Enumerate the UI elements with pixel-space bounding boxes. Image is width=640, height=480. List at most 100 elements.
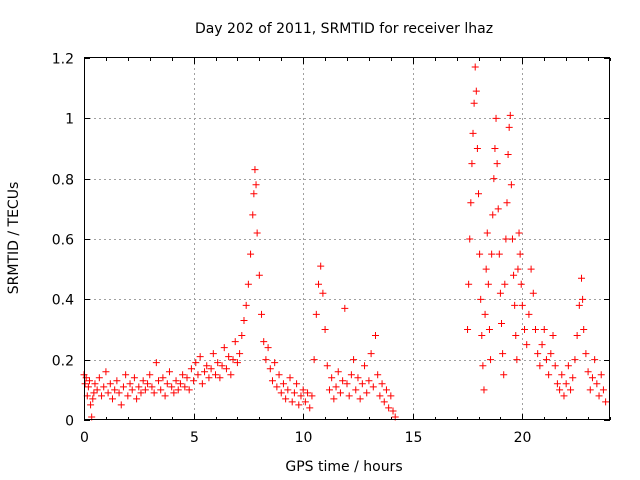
data-point	[205, 374, 213, 382]
data-point	[508, 235, 516, 243]
data-point	[477, 295, 485, 303]
data-point	[225, 353, 233, 361]
data-point	[93, 386, 101, 394]
data-point	[332, 383, 340, 391]
data-point	[293, 380, 301, 388]
data-point	[321, 326, 329, 333]
data-point	[95, 374, 103, 382]
data-point	[483, 229, 491, 237]
data-point	[304, 389, 312, 397]
data-point	[85, 377, 93, 385]
data-point	[108, 395, 116, 403]
data-point	[496, 289, 504, 297]
data-point	[315, 280, 323, 288]
data-point	[516, 250, 524, 258]
chart-title: Day 202 of 2011, SRMTID for receiver lha…	[195, 21, 493, 37]
data-point	[275, 371, 283, 379]
x-tick-label: 0	[80, 430, 89, 446]
plot-frame	[84, 57, 610, 420]
data-point	[201, 368, 209, 376]
data-point	[347, 371, 355, 379]
data-point	[378, 380, 386, 388]
data-point	[135, 383, 143, 391]
data-point	[115, 389, 123, 397]
data-point	[488, 250, 496, 258]
data-point	[492, 114, 500, 122]
data-point	[518, 301, 526, 309]
data-point	[547, 350, 555, 358]
data-point	[90, 389, 98, 397]
data-point	[498, 319, 506, 327]
data-point	[499, 350, 507, 358]
data-point	[562, 380, 570, 388]
data-point	[185, 386, 193, 394]
data-point	[98, 392, 106, 400]
data-point	[258, 310, 266, 318]
data-point	[336, 389, 344, 397]
data-point	[212, 371, 219, 379]
data-point	[157, 386, 165, 394]
data-point	[500, 371, 508, 379]
data-point	[220, 344, 228, 352]
data-point	[521, 326, 529, 333]
data-point	[196, 353, 204, 361]
data-point	[374, 371, 382, 379]
data-point	[249, 211, 257, 219]
data-point	[389, 407, 397, 415]
data-point	[231, 338, 239, 346]
data-point	[506, 111, 514, 119]
data-point	[354, 374, 362, 382]
data-point	[469, 129, 477, 137]
data-point	[174, 386, 182, 394]
data-point	[81, 380, 89, 388]
data-point	[244, 280, 252, 288]
data-point	[150, 389, 158, 397]
data-point	[198, 380, 206, 388]
data-point	[266, 365, 274, 373]
data-point	[253, 229, 261, 237]
data-point	[484, 280, 492, 288]
data-point	[209, 350, 217, 358]
data-point	[514, 265, 522, 273]
data-point	[515, 229, 523, 237]
data-point	[240, 316, 248, 324]
data-point	[247, 250, 255, 258]
data-point	[586, 386, 594, 394]
data-point	[183, 374, 191, 382]
data-point	[146, 371, 154, 379]
data-point	[382, 386, 390, 394]
data-point	[479, 362, 487, 370]
data-point	[387, 392, 395, 400]
data-points	[80, 63, 610, 421]
data-point	[190, 377, 198, 385]
data-point	[505, 123, 513, 131]
data-point	[227, 371, 235, 379]
data-point	[501, 280, 509, 288]
data-point	[194, 371, 202, 379]
data-point	[571, 356, 579, 364]
data-point	[117, 401, 125, 409]
x-axis-label: GPS time / hours	[285, 459, 402, 475]
data-point	[104, 389, 112, 397]
data-point	[111, 386, 119, 394]
data-point	[473, 145, 481, 152]
data-point	[595, 392, 603, 400]
data-point	[238, 332, 246, 340]
data-point	[369, 383, 377, 391]
y-tick-label: 1	[65, 112, 74, 128]
data-point	[165, 368, 173, 376]
y-tick-label: 0.6	[52, 233, 74, 249]
data-point	[163, 380, 171, 388]
data-point	[133, 395, 141, 403]
data-point	[597, 371, 605, 379]
data-point	[328, 374, 336, 382]
data-point	[495, 250, 503, 258]
data-point	[306, 404, 314, 412]
x-tick-label: 10	[295, 430, 313, 446]
data-point	[181, 383, 189, 391]
data-point	[527, 265, 535, 273]
y-axis-label: SRMTID / TECUs	[6, 182, 22, 295]
data-point	[271, 359, 279, 367]
data-point	[87, 401, 95, 409]
data-point	[482, 265, 490, 273]
